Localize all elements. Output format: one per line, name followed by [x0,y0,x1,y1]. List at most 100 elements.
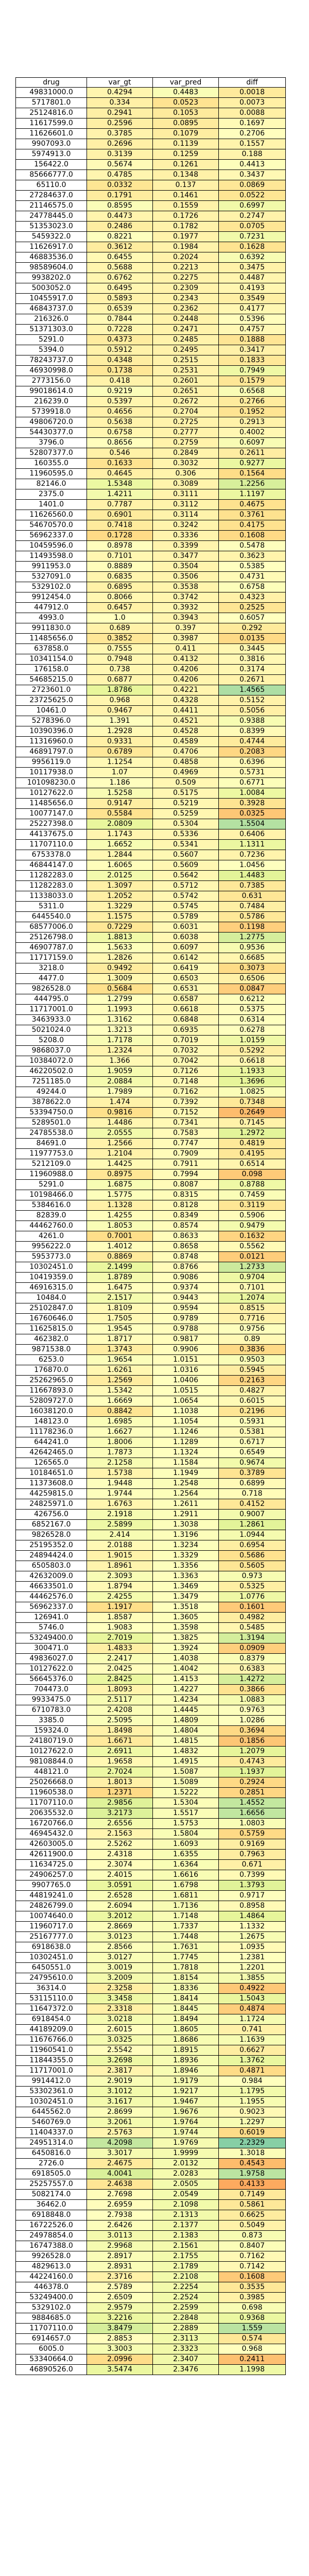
cell-drug: 10127622.0 [15,1747,87,1756]
cell-var-pred: 1.7745 [152,1953,218,1962]
cell-var-gt: 0.8656 [87,438,152,448]
cell-diff: 0.0135 [218,634,286,643]
cell-var-gt: 1.8717 [87,1334,152,1344]
cell-var-pred: 0.7126 [152,1066,218,1076]
cell-drug: 11626917.0 [15,242,87,252]
cell-var-pred: 1.7337 [152,1922,218,1931]
cell-diff: 0.1888 [218,335,286,345]
cell-drug: 16722526.0 [15,2221,87,2230]
cell-var-pred: 0.1726 [152,211,218,221]
cell-diff: 1.2079 [218,1747,286,1756]
table-row: 4993.0 1.0 0.3943 0.6057 [15,613,286,623]
cell-var-gt: 1.4012 [87,1242,152,1251]
cell-drug: 10461.0 [15,706,87,716]
cell-drug: 6253.0 [15,1355,87,1365]
cell-var-pred: 1.3825 [152,1633,218,1643]
cell-var-pred: 2.2254 [152,2282,218,2292]
cell-drug: 10302451.0 [15,1262,87,1272]
cell-drug: 46916315.0 [15,1283,87,1293]
cell-diff: 0.7348 [218,1097,286,1107]
cell-var-gt: 2.0996 [87,2354,152,2364]
cell-drug: 25026668.0 [15,1777,87,1787]
cell-var-gt: 1.2928 [87,726,152,736]
cell-var-gt: 0.7101 [87,551,152,561]
cell-diff: 1.2733 [218,1262,286,1272]
cell-var-gt: 0.2941 [87,108,152,118]
cell-var-pred: 2.2599 [152,2303,218,2313]
table-row: 11960538.0 1.2371 1.5222 0.2851 [15,1788,286,1798]
cell-diff: 0.3623 [218,551,286,561]
cell-diff: 1.2074 [218,1293,286,1303]
cell-diff: 0.7231 [218,232,286,242]
table-row: 10484.0 2.1517 0.9443 1.2074 [15,1293,286,1303]
table-row: 5327091.0 0.6835 0.3506 0.4731 [15,572,286,582]
cell-diff: 0.984 [218,2076,286,2086]
table-row: 101098230.0 1.186 0.509 0.6771 [15,778,286,788]
cell-var-gt: 1.5258 [87,788,152,798]
table-row: 126941.0 1.8587 1.3605 0.4982 [15,1613,286,1623]
cell-diff: 0.2851 [218,1788,286,1798]
table-row: 5289501.0 1.4486 0.7341 0.7145 [15,1118,286,1128]
cell-diff: 0.5906 [218,1211,286,1221]
cell-var-pred: 1.5517 [152,1808,218,1818]
cell-diff: 0.4133 [218,2179,286,2189]
cell-var-pred: 0.2275 [152,273,218,283]
cell-diff: 0.9169 [218,1839,286,1849]
cell-var-gt: 3.0218 [87,2014,152,2024]
cell-var-gt: 1.6669 [87,1396,152,1406]
table-row: 2726.0 2.4675 2.0132 0.4543 [15,2159,286,2169]
cell-var-gt: 2.9856 [87,1798,152,1808]
cell-var-pred: 1.4227 [152,1685,218,1694]
cell-diff: 0.6625 [218,2210,286,2220]
cell-diff: 0.1632 [218,1231,286,1241]
table-row: 36314.0 2.3258 1.8336 0.4922 [15,1984,286,1994]
table-row: 5329102.0 2.9579 2.2599 0.698 [15,2303,286,2313]
cell-var-gt: 1.9448 [87,1479,152,1488]
cell-var-pred: 0.8128 [152,1200,218,1210]
cell-drug: 49806720.0 [15,417,87,427]
cell-var-pred: 0.6503 [152,974,218,984]
table-row: 2773156.0 0.418 0.2601 0.1579 [15,376,286,386]
cell-diff: 1.4565 [218,685,286,695]
cell-var-pred: 2.1313 [152,2210,218,2220]
cell-var-pred: 1.9744 [152,2128,218,2138]
cell-var-gt: 3.2698 [87,2056,152,2065]
cell-var-gt: 0.4473 [87,211,152,221]
cell-drug: 3385.0 [15,1716,87,1725]
cell-diff: 1.9758 [218,2169,286,2179]
table-row: 5953773.0 0.8869 0.8748 0.0121 [15,1252,286,1262]
cell-var-pred: 0.306 [152,469,218,479]
cell-var-gt: 1.5633 [87,943,152,953]
cell-diff: 0.2706 [218,129,286,139]
table-row: 21146575.0 0.8595 0.1559 0.6997 [15,201,286,211]
cell-drug: 9907093.0 [15,139,87,149]
cell-var-pred: 1.7148 [152,1911,218,1921]
cell-var-gt: 1.0 [87,613,152,623]
cell-drug: 5021024.0 [15,1025,87,1035]
cell-var-pred: 1.6355 [152,1850,218,1859]
cell-var-gt: 2.4255 [87,1592,152,1602]
cell-drug: 98108844.0 [15,1757,87,1767]
cell-drug: 25124816.0 [15,108,87,118]
cell-var-pred: 0.7911 [152,1159,218,1169]
cell-drug: 5717801.0 [15,98,87,108]
header-diff: diff [218,78,286,87]
cell-diff: 0.0705 [218,222,286,231]
cell-diff: 0.5056 [218,706,286,716]
cell-var-gt: 1.8093 [87,1685,152,1694]
cell-drug: 52809727.0 [15,1396,87,1406]
cell-var-pred: 0.2531 [152,366,218,376]
cell-drug: 644241.0 [15,1437,87,1447]
cell-diff: 0.9479 [218,1221,286,1231]
cell-drug: 126941.0 [15,1613,87,1622]
cell-diff: 0.2411 [218,2354,286,2364]
cell-drug: 46907787.0 [15,943,87,953]
table-row: 5460769.0 3.2061 1.9764 1.2297 [15,2117,286,2128]
table-row: 24785538.0 2.0555 0.7583 1.2972 [15,1128,286,1139]
cell-var-gt: 0.689 [87,623,152,633]
cell-diff: 0.2083 [218,747,286,757]
cell-drug: 3218.0 [15,963,87,973]
table-row: 46945432.0 2.1563 1.5804 0.5759 [15,1829,286,1839]
table-row: 46844147.0 1.6065 0.5609 1.0456 [15,860,286,871]
cell-var-gt: 0.6877 [87,675,152,685]
